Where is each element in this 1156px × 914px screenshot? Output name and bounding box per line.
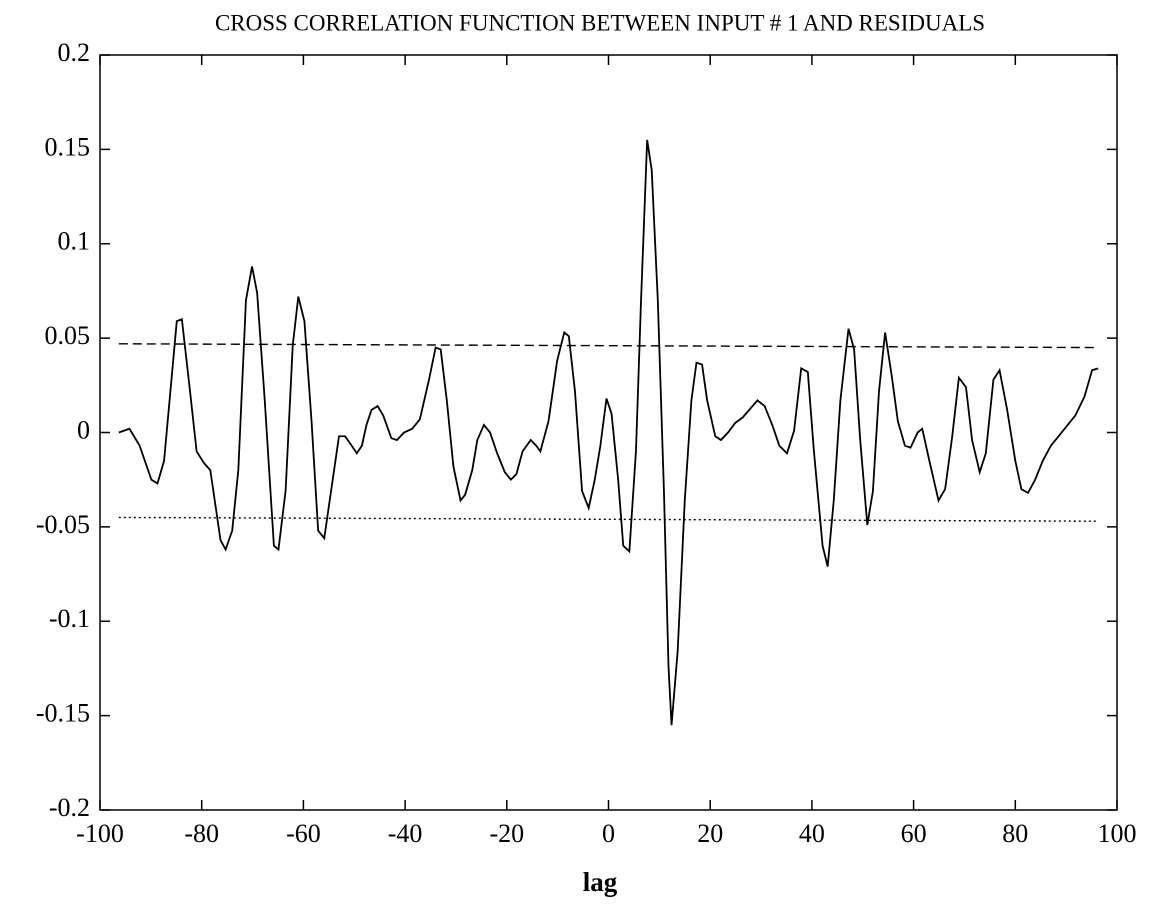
plot-frame <box>99 54 1118 811</box>
x-tick-label: -20 <box>489 819 524 848</box>
y-tick-label: -0.2 <box>49 793 90 822</box>
x-tick-label: 80 <box>1002 819 1028 848</box>
series-line <box>118 343 1099 349</box>
y-tick-label: -0.15 <box>36 699 90 728</box>
x-tick-label: 20 <box>697 819 723 848</box>
x-tick-label: 60 <box>901 819 927 848</box>
x-axis-label: lag <box>583 867 618 897</box>
x-tick-label: -80 <box>184 819 219 848</box>
y-tick-label: -0.1 <box>49 604 90 633</box>
y-tick-label: -0.05 <box>36 510 90 539</box>
y-tick-label: 0.15 <box>45 132 91 161</box>
y-tick-label: 0.1 <box>58 227 91 256</box>
series-line <box>118 516 1099 522</box>
y-tick-label: 0.05 <box>45 321 91 350</box>
x-tick-label: 0 <box>602 819 615 848</box>
x-tick-label: 100 <box>1098 819 1137 848</box>
y-tick-label: 0 <box>77 415 90 444</box>
x-tick-label: -100 <box>76 819 124 848</box>
y-tick-label: 0.2 <box>58 38 91 67</box>
x-tick-label: 40 <box>799 819 825 848</box>
series-line <box>118 139 1099 726</box>
chart-title: CROSS CORRELATION FUNCTION BETWEEN INPUT… <box>215 10 985 35</box>
x-tick-label: -60 <box>286 819 321 848</box>
x-tick-label: -40 <box>388 819 423 848</box>
